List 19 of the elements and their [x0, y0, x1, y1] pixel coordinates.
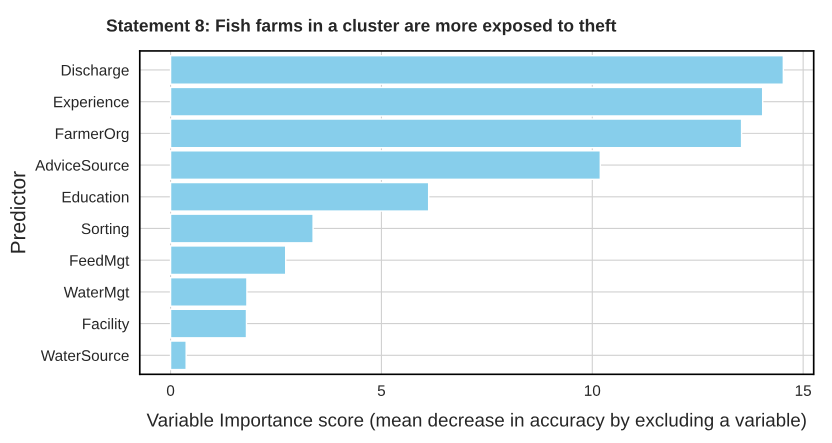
bar	[170, 182, 430, 212]
y-tick-label: Discharge	[62, 64, 129, 79]
y-tick-label: Facility	[83, 318, 130, 332]
x-tick-label: 15	[796, 385, 812, 396]
y-tick-label: AdviceSource	[35, 160, 129, 171]
y-tick-label: WaterSource	[40, 350, 129, 361]
chart-title: Statement 8: Fish farms in a cluster are more exposed to theft	[106, 18, 616, 36]
y-tick-label: WaterMgt	[64, 286, 130, 301]
y-tick-label: Education	[62, 191, 128, 202]
y-tick-label: FarmerOrg	[56, 128, 128, 142]
x-tick-label: 0	[166, 385, 174, 396]
y-tick-label: FeedMgt	[70, 254, 130, 269]
y-tick-label: Experience	[54, 96, 129, 110]
y-tick-label: Sorting	[82, 222, 128, 238]
x-tick-label: 10	[584, 385, 600, 396]
y-axis-title: Predictor	[10, 171, 26, 253]
x-axis-title: Variable Importance score (mean decrease in accuracy by excluding a variable)	[146, 412, 806, 430]
x-tick-label: 5	[378, 385, 386, 396]
bar	[170, 340, 187, 370]
